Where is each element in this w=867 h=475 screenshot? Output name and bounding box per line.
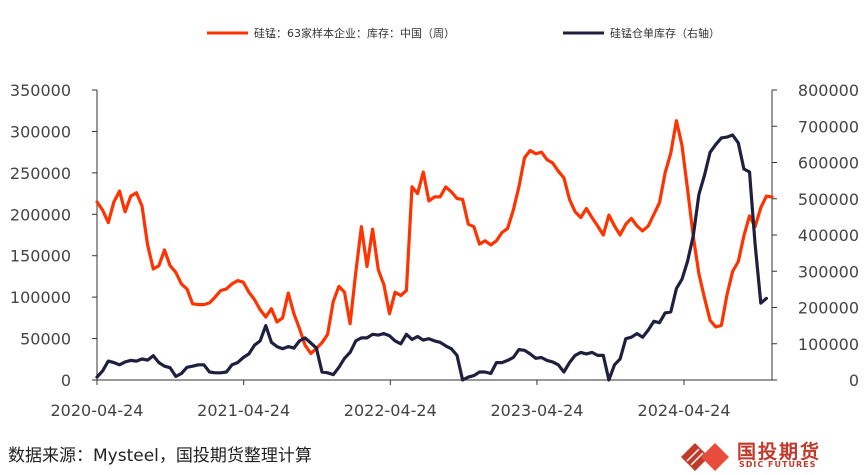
- y-right-tick-label: 0: [849, 371, 859, 390]
- y-left-tick-label: 100000: [10, 288, 71, 307]
- series-line-2: [95, 133, 768, 382]
- chart: 硅锰：63家样本企业：库存：中国（周） 硅锰仓单库存（右轴） 0 50000 100…: [10, 26, 859, 420]
- legend-label-series-1: 硅锰：63家样本企业：库存：中国（周）: [254, 26, 455, 40]
- y-right-tick-label: 800000: [798, 81, 859, 100]
- x-tick-label: 2024-04-24: [638, 401, 731, 420]
- y-right-tick-label: 400000: [798, 226, 859, 245]
- y-right-tick-label: 600000: [798, 154, 859, 173]
- series-line-1: [95, 119, 774, 356]
- y-right-tick-label: 200000: [798, 299, 859, 318]
- y-left-tick-label: 250000: [10, 164, 71, 183]
- series-group: [95, 119, 774, 382]
- y-right-tick-label: 500000: [798, 190, 859, 209]
- legend-label-series-2: 硅锰仓单库存（右轴）: [610, 26, 720, 40]
- x-tick-label: 2023-04-24: [490, 401, 583, 420]
- x-tick-label: 2020-04-24: [51, 401, 144, 420]
- y-left-tick-label: 350000: [10, 81, 71, 100]
- y-left-tick-label: 0: [61, 371, 71, 390]
- x-tick-label: 2021-04-24: [197, 401, 290, 420]
- x-tick-label: 2022-04-24: [344, 401, 437, 420]
- logo-chinese-text: 国投期货: [737, 441, 822, 463]
- legend: 硅锰：63家样本企业：库存：中国（周） 硅锰仓单库存（右轴）: [207, 26, 720, 40]
- y-right-tick-label: 300000: [798, 262, 859, 281]
- y-left-tick-label: 300000: [10, 122, 71, 141]
- y-left-tick-label: 200000: [10, 205, 71, 224]
- y-right-tick-label: 100000: [798, 335, 859, 354]
- sdic-logo: 国投期货 SDIC FUTURES: [679, 437, 859, 471]
- y-left-tick-label: 50000: [20, 330, 71, 349]
- sdic-logo-mark-icon: [681, 443, 729, 471]
- y-left-tick-label: 150000: [10, 247, 71, 266]
- y-right-tick-label: 700000: [798, 117, 859, 136]
- logo-english-text: SDIC FUTURES: [739, 460, 817, 469]
- source-note: 数据来源：Mysteel，国投期货整理计算: [8, 446, 312, 466]
- axes: 0 50000 100000 150000 200000 250000 300000 3500…: [10, 81, 859, 420]
